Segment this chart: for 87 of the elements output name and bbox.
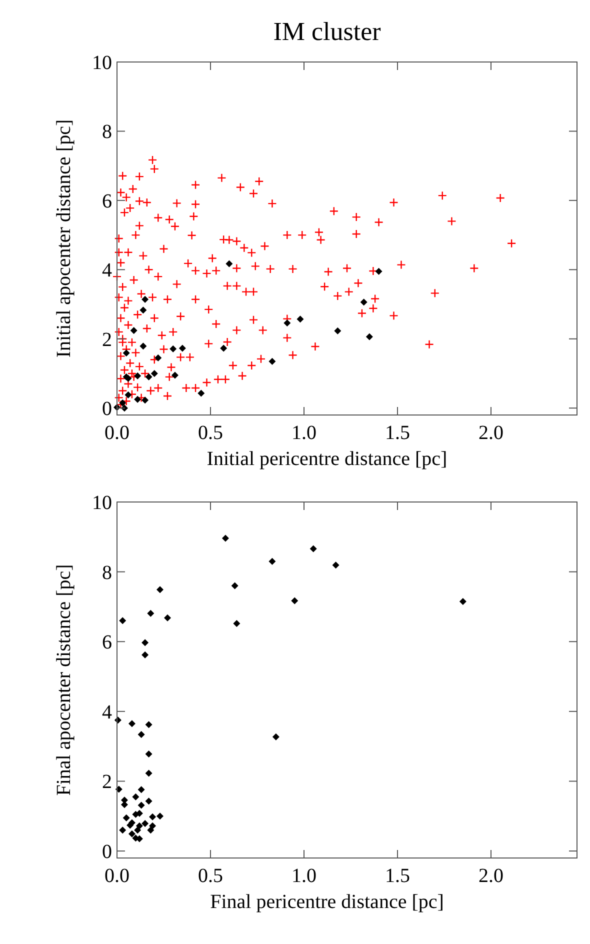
point — [310, 545, 317, 552]
point — [220, 344, 228, 352]
y-tick-label: 8 — [102, 562, 112, 584]
point — [124, 391, 132, 398]
point — [198, 390, 205, 397]
point — [375, 268, 382, 275]
point — [231, 582, 238, 590]
y-tick-label: 4 — [102, 701, 112, 724]
point — [119, 826, 126, 834]
point — [140, 342, 147, 350]
point — [284, 319, 291, 326]
point — [222, 534, 229, 542]
y-tick-label: 8 — [102, 121, 112, 144]
point — [142, 820, 149, 827]
y-tick-label: 4 — [102, 260, 112, 282]
y-tick-label: 2 — [102, 771, 112, 794]
point — [268, 358, 276, 365]
point — [120, 801, 128, 808]
y-tick-label: 10 — [92, 492, 112, 514]
point — [134, 826, 142, 834]
point — [334, 327, 342, 334]
point — [178, 344, 186, 352]
y-axis-title: Initial apocenter distance [pc] — [53, 119, 75, 358]
point — [134, 372, 142, 380]
point — [268, 558, 276, 565]
point — [171, 372, 178, 379]
point — [272, 733, 280, 740]
x-tick-label: 1.5 — [384, 865, 410, 887]
x-tick-label: 0.0 — [104, 865, 130, 887]
point — [142, 296, 149, 303]
y-tick-label: 6 — [102, 632, 112, 654]
y-axis-title: Final apocenter distance [pc] — [53, 564, 75, 796]
y-tick-label: 2 — [102, 328, 112, 351]
point — [122, 350, 130, 357]
y-tick-label: 0 — [102, 841, 112, 864]
point — [119, 399, 126, 406]
point — [119, 617, 126, 624]
x-tick-label: 0.5 — [198, 422, 223, 444]
point — [130, 327, 138, 334]
point — [147, 826, 154, 834]
point — [138, 730, 145, 738]
x-axis-title: Initial pericentre distance [pc] — [206, 448, 448, 470]
point — [233, 620, 240, 627]
chart-title: IM cluster — [273, 17, 382, 46]
point — [145, 798, 152, 805]
x-tick-label: 2.0 — [478, 865, 504, 887]
point — [145, 770, 152, 777]
x-tick-label: 2.0 — [478, 422, 504, 444]
point — [147, 610, 154, 617]
point — [156, 586, 164, 594]
point — [332, 562, 340, 569]
point — [142, 639, 149, 646]
x-tick-label: 1.5 — [384, 422, 410, 444]
point — [140, 306, 147, 314]
y-tick-label: 6 — [102, 190, 112, 212]
point — [164, 614, 171, 622]
point — [459, 598, 466, 605]
point — [128, 830, 136, 838]
point — [291, 597, 298, 604]
point — [138, 786, 145, 794]
point — [122, 814, 130, 822]
point — [145, 373, 152, 380]
y-tick-label: 10 — [92, 52, 112, 74]
point — [132, 793, 140, 800]
point — [145, 721, 152, 728]
point — [170, 345, 177, 352]
x-tick-label: 0.0 — [104, 422, 130, 444]
point — [136, 822, 143, 830]
point — [366, 333, 373, 340]
point — [226, 260, 233, 268]
point — [145, 750, 152, 758]
x-tick-label: 0.5 — [198, 865, 223, 887]
point — [360, 298, 368, 306]
x-tick-label: 1.0 — [291, 422, 316, 444]
point — [142, 396, 149, 404]
point — [150, 370, 158, 377]
point — [154, 354, 162, 362]
point — [138, 802, 145, 809]
y-tick-label: 0 — [102, 398, 112, 420]
point — [134, 396, 142, 403]
point — [156, 812, 164, 820]
point — [149, 813, 156, 820]
point — [142, 651, 149, 658]
x-axis-title: Final pericentre distance [pc] — [210, 891, 444, 913]
point — [128, 720, 136, 728]
x-tick-label: 1.0 — [291, 865, 316, 887]
point — [296, 316, 304, 323]
